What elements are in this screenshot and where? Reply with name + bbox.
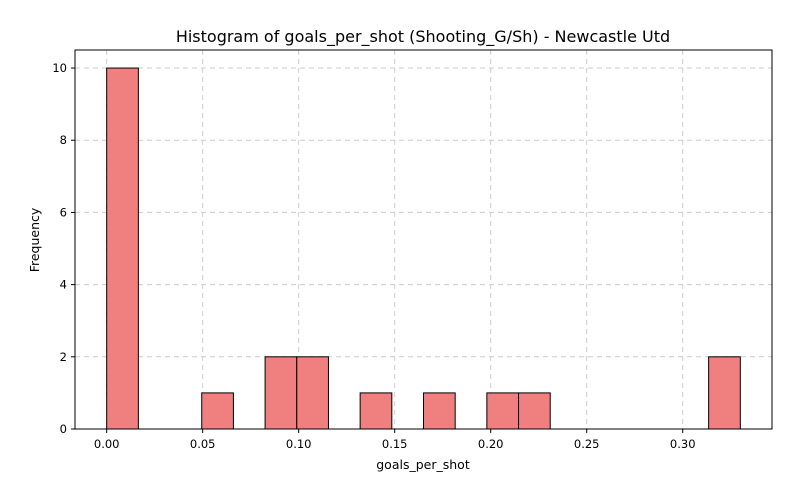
y-tick-label: 6 <box>60 205 67 219</box>
x-tick-label: 0.15 <box>382 437 408 451</box>
grid <box>75 50 772 430</box>
histogram-bar <box>423 392 456 430</box>
x-tick-label: 0.20 <box>478 437 504 451</box>
x-tick-label: 0.25 <box>574 437 600 451</box>
x-tick-label: 0.30 <box>670 437 696 451</box>
histogram-bar <box>486 392 520 430</box>
x-tick-label: 0.10 <box>286 437 312 451</box>
histogram-bar <box>359 392 393 430</box>
histogram-bar <box>708 356 741 430</box>
histogram-bar <box>264 356 298 430</box>
y-tick-label: 8 <box>60 133 67 147</box>
bars <box>106 67 741 430</box>
x-tick-label: 0.00 <box>94 437 120 451</box>
x-tick-label: 0.05 <box>190 437 216 451</box>
histogram-bar <box>106 67 139 430</box>
x-axis-label: goals_per_shot <box>376 457 470 472</box>
histogram-bar <box>518 392 551 430</box>
y-tick-label: 10 <box>52 61 67 75</box>
y-axis-label: Frequency <box>27 207 42 272</box>
plot-frame <box>74 49 773 430</box>
y-axis-ticks: 0 2 4 6 8 10 <box>52 61 75 436</box>
y-tick-label: 4 <box>60 278 67 292</box>
y-tick-label: 2 <box>60 350 67 364</box>
chart-title: Histogram of goals_per_shot (Shooting_G/… <box>176 27 670 47</box>
x-axis-ticks: 0.00 0.05 0.10 0.15 0.20 0.25 0.30 <box>94 429 696 451</box>
histogram-bar <box>296 356 329 430</box>
histogram-bar <box>201 392 234 430</box>
y-tick-label: 0 <box>60 422 67 436</box>
